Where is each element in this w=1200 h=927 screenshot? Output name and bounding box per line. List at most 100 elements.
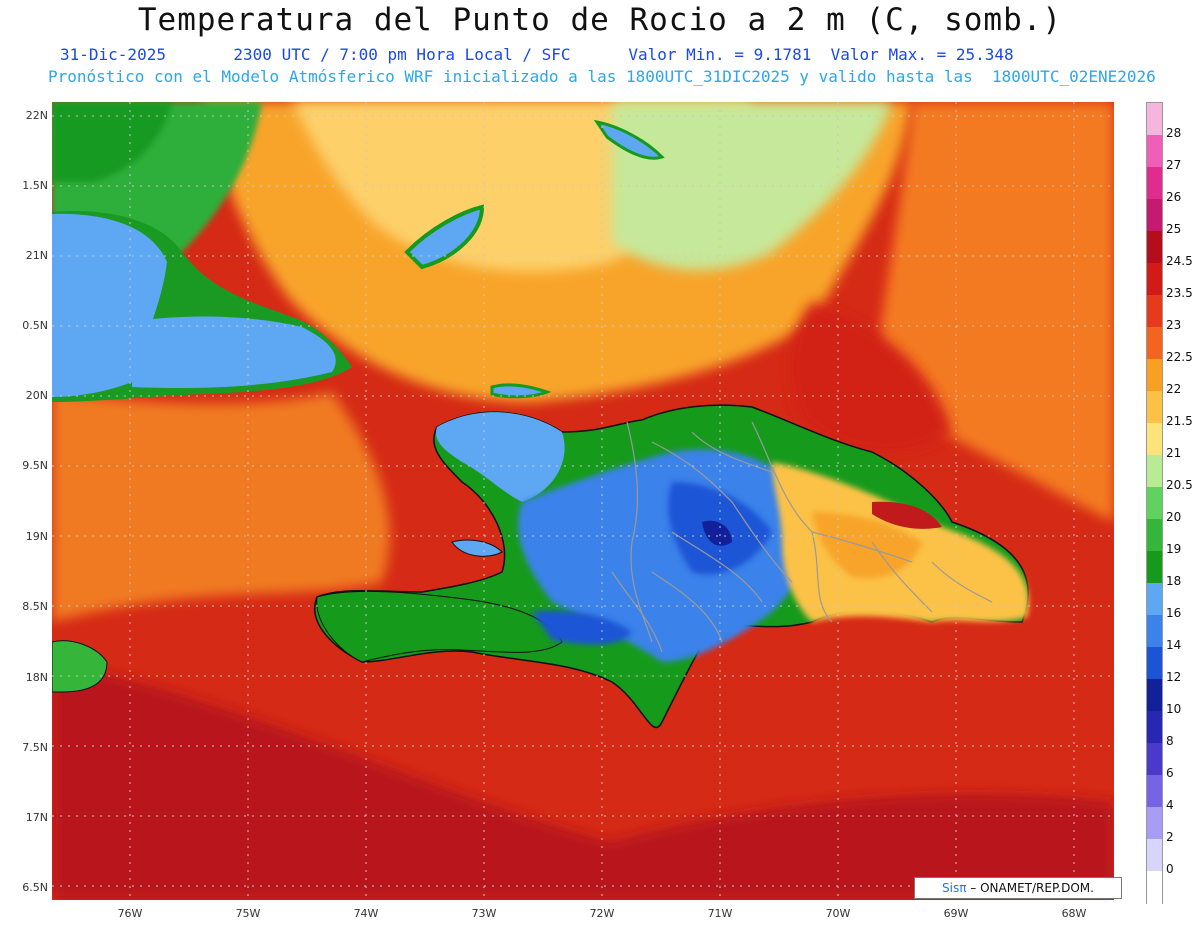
haiti-south-peninsula [316,590,563,663]
colorbar-swatch [1147,455,1162,488]
lon-label: 71W [707,907,733,920]
colorbar-swatch [1147,807,1162,840]
colorbar-swatch [1147,263,1162,296]
lon-label: 74W [353,907,379,920]
colorbar-label: 25 [1166,222,1182,236]
colorbar-label: 19 [1166,542,1182,556]
colorbar-swatch [1147,359,1162,392]
sispi-logo-text: Sisπ [942,881,967,895]
west-orange-band [52,392,390,622]
lat-label: 7.5N [22,741,48,754]
lon-label: 72W [589,907,615,920]
colorbar-swatch [1147,711,1162,744]
east-dr-orange [812,512,922,579]
colorbar-label: 28 [1166,126,1182,140]
colorbar-label: 12 [1166,670,1182,684]
chart-title: Temperatura del Punto de Rocio a 2 m (C,… [137,2,1063,38]
colorbar-label: 20.5 [1166,478,1193,492]
colorbar-swatch [1147,135,1162,168]
lat-label: 0.5N [22,319,48,332]
colorbar-swatch [1147,583,1162,616]
colorbar-swatch [1147,743,1162,776]
island-caicos [593,119,665,160]
colorbar-label: 21.5 [1166,414,1193,428]
colorbar-swatch [1147,103,1162,136]
lat-label: 19N [25,530,48,543]
lon-label: 75W [235,907,261,920]
lon-label: 68W [1061,907,1087,920]
graticule [52,102,1114,900]
colorbar-swatch [1147,199,1162,232]
subtitle-date-line: 31-Dic-2025 2300 UTC / 7:00 pm Hora Loca… [60,45,1014,64]
colorbar-swatch [1147,423,1162,456]
south-dark-band [52,662,1114,900]
min-max-values: Valor Min. = 9.1781 Valor Max. = 25.348 [628,45,1014,64]
island-inagua [404,204,485,270]
gonave-island [451,539,503,557]
colorbar-label: 2 [1166,830,1174,844]
colorbar-label: 14 [1166,638,1182,652]
colorbar-swatch [1147,679,1162,712]
lat-label: 21N [25,249,48,262]
colorbar-label: 0 [1166,862,1174,876]
colorbar-label: 6 [1166,766,1174,780]
dewpoint-map [52,102,1114,900]
credit-org: – ONAMET/REP.DOM. [970,881,1094,895]
colorbar-label: 22 [1166,382,1182,396]
lon-label: 70W [825,907,851,920]
lat-label: 22N [25,109,48,122]
colorbar-label: 22.5 [1166,350,1193,364]
lat-label: 18N [25,671,48,684]
colorbar [1146,102,1163,904]
lat-label: 9.5N [22,459,48,472]
colorbar-label: 27 [1166,158,1182,172]
colorbar-swatch [1147,551,1162,584]
massif-la-selle-blue [532,610,632,645]
lon-label: 76W [117,907,143,920]
map-svg [52,102,1114,900]
lat-label: 17N [25,811,48,824]
colorbar-swatch [1147,231,1162,264]
pico-duarte-min [702,520,732,546]
colorbar-label: 23 [1166,318,1182,332]
colorbar-label: 4 [1166,798,1174,812]
model-info-line: Pronóstico con el Modelo Atmósferico WRF… [48,67,1156,86]
colorbar-swatch [1147,327,1162,360]
colorbar-swatch [1147,839,1162,872]
colorbar-swatch [1147,167,1162,200]
colorbar-label: 24.5 [1166,254,1193,268]
lat-label: 8.5N [22,600,48,613]
colorbar-swatch [1147,295,1162,328]
lon-label: 69W [943,907,969,920]
colorbar-label: 16 [1166,606,1182,620]
forecast-date: 31-Dic-2025 [60,45,166,64]
province-borders [611,421,993,653]
colorbar-label: 10 [1166,702,1182,716]
credit-box: Sisπ – ONAMET/REP.DOM. [914,877,1122,899]
colorbar-swatch [1147,615,1162,648]
north-light-green [612,102,892,271]
colorbar-swatch [1147,487,1162,520]
lat-label: 20N [25,389,48,402]
northwest-dark-green [52,102,172,182]
colorbar-label: 23.5 [1166,286,1193,300]
lat-label: 1.5N [22,179,48,192]
samana-bay-red [872,501,942,529]
lat-label: 6.5N [22,881,48,894]
cuba-east-blue [132,316,336,389]
colorbar-swatch [1147,775,1162,808]
forecast-time: 2300 UTC / 7:00 pm Hora Local / SFC [233,45,571,64]
colorbar-label: 20 [1166,510,1182,524]
jamaica-fragment [52,640,108,693]
colorbar-label: 21 [1166,446,1182,460]
colorbar-swatch [1147,519,1162,552]
northeast-red-patch [789,302,952,454]
colorbar-label: 26 [1166,190,1182,204]
colorbar-swatch [1147,647,1162,680]
colorbar-swatch [1147,391,1162,424]
haiti-north-blue [436,412,565,502]
colorbar-swatch [1147,871,1162,904]
colorbar-label: 8 [1166,734,1174,748]
colorbar-label: 18 [1166,574,1182,588]
lon-label: 73W [471,907,497,920]
